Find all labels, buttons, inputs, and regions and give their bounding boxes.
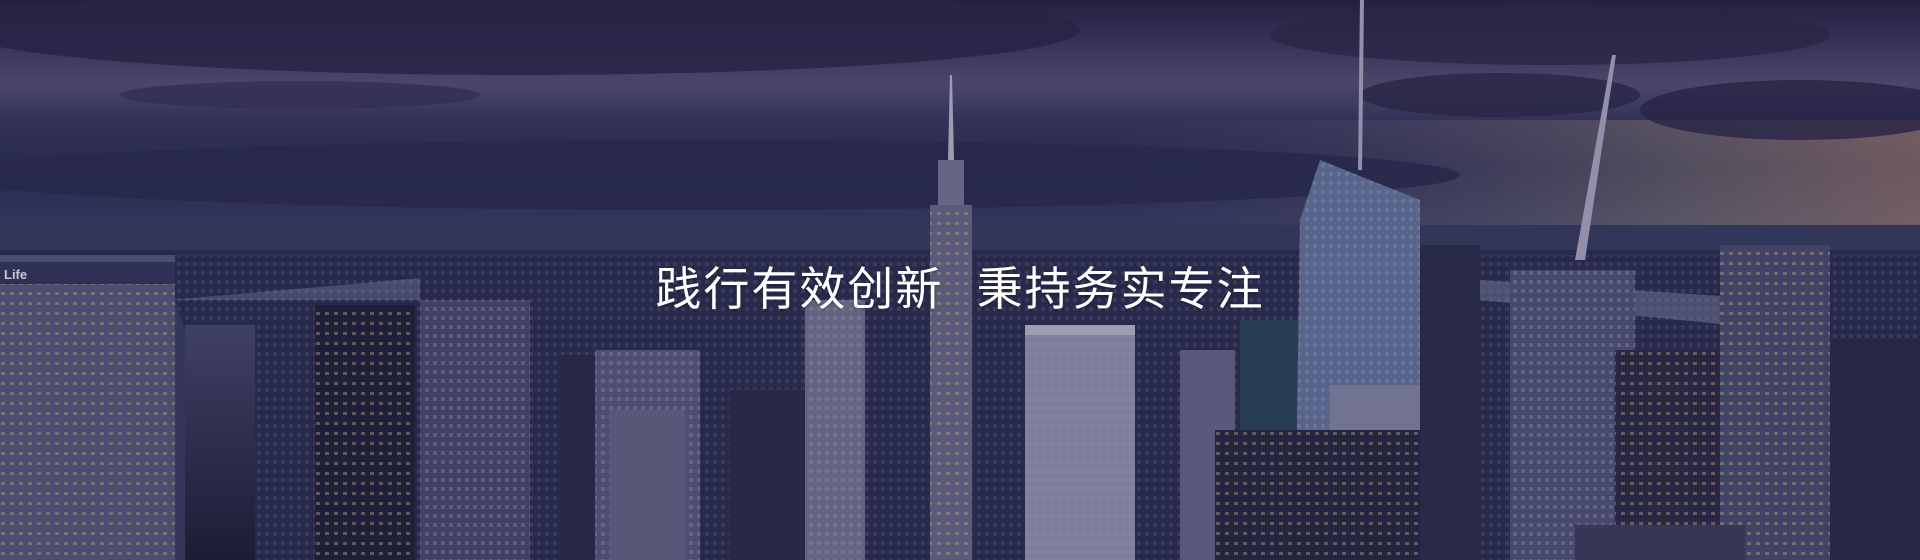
building-sign: Life — [4, 267, 27, 282]
slogan-heading: 践行有效创新 秉持务实专注 — [655, 262, 1265, 316]
